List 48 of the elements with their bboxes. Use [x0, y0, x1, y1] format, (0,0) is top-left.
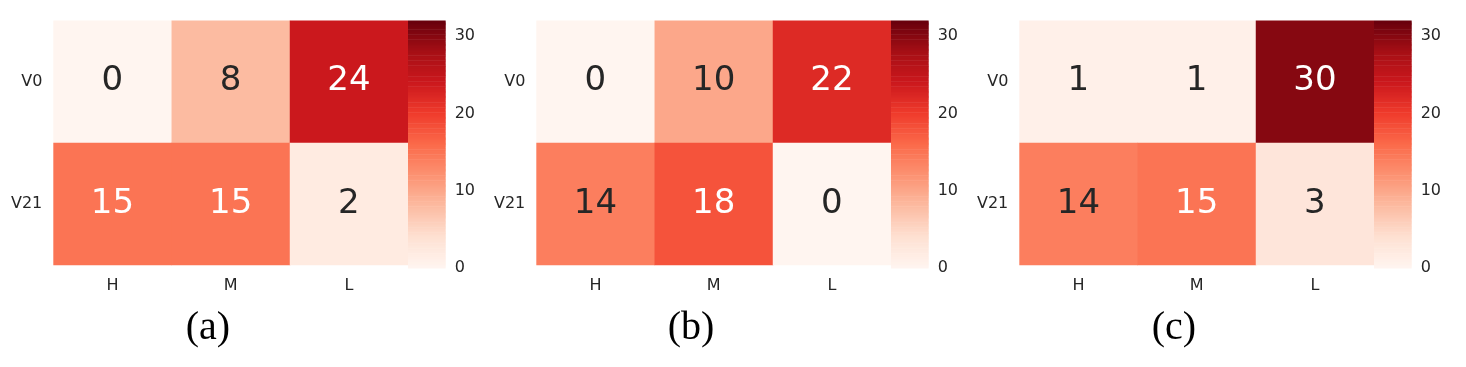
- x-tick-label: H: [1072, 274, 1085, 294]
- x-tick-label: M: [1189, 274, 1204, 294]
- x-tick-label: M: [223, 274, 238, 294]
- color-bar-label: 30: [454, 25, 475, 45]
- y-tick-label: V21: [493, 192, 526, 212]
- color-bar-label: 30: [937, 25, 958, 45]
- data-label: 8: [219, 58, 242, 99]
- y-tick-label: V21: [10, 192, 43, 212]
- data-label: 14: [1056, 180, 1101, 221]
- x-tick-label: H: [106, 274, 119, 294]
- x-tick-label: L: [1310, 274, 1320, 294]
- y-tick-label: V0: [987, 70, 1009, 90]
- data-label: 22: [810, 58, 854, 99]
- x-tick-label: L: [827, 274, 837, 294]
- data-label: 1: [1185, 58, 1208, 99]
- data-label: 0: [584, 58, 607, 99]
- data-label: 0: [821, 180, 843, 221]
- data-label: 15: [209, 180, 253, 221]
- y-tick-label: V0: [504, 70, 526, 90]
- text: (c): [1150, 302, 1198, 349]
- color-bar-label: 20: [937, 102, 958, 122]
- color-bar-label: 10: [937, 179, 958, 199]
- color-bar-label: 10: [454, 179, 475, 199]
- data-label: 14: [573, 180, 618, 221]
- color-bar-label: 20: [454, 102, 475, 122]
- color-bar-label: 30: [1420, 25, 1441, 45]
- text: (b): [666, 302, 716, 349]
- data-label: 3: [1304, 180, 1326, 221]
- color-bar-label: 0: [1420, 257, 1431, 277]
- text: (a): [184, 302, 232, 349]
- data-label: 30: [1293, 58, 1337, 99]
- data-label: 18: [692, 180, 736, 221]
- x-tick-label: H: [589, 274, 602, 294]
- y-tick-label: V0: [21, 70, 43, 90]
- data-label: 10: [692, 58, 736, 99]
- color-bar-label: 20: [1420, 102, 1441, 122]
- x-tick-label: L: [344, 274, 354, 294]
- data-label: 2: [338, 180, 360, 221]
- y-tick-label: V21: [976, 192, 1009, 212]
- x-tick-label: M: [706, 274, 721, 294]
- data-label: 0: [101, 58, 124, 99]
- data-label: 24: [327, 58, 371, 99]
- data-label: 1: [1067, 58, 1090, 99]
- color-bar-label: 10: [1420, 179, 1441, 199]
- color-bar-label: 0: [937, 257, 948, 277]
- data-label: 15: [90, 180, 135, 221]
- color-bar-label: 0: [454, 257, 465, 277]
- data-label: 15: [1175, 180, 1219, 221]
